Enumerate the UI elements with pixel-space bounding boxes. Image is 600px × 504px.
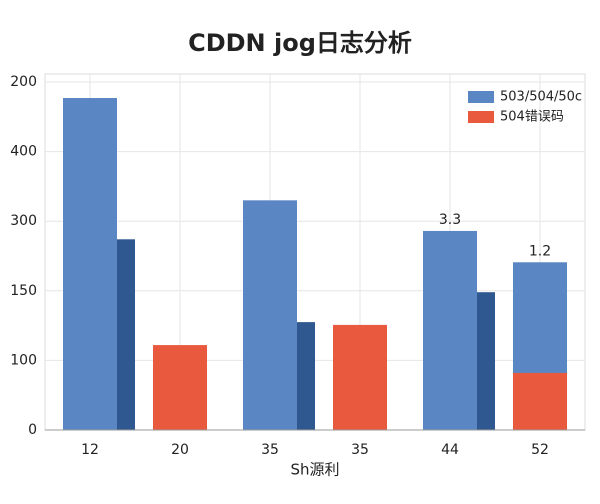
bar	[243, 200, 297, 430]
bar	[63, 98, 117, 431]
annotation: 1.2	[529, 243, 551, 259]
x-tick-label: 52	[531, 442, 549, 458]
annotation: 3.3	[439, 212, 461, 228]
bar	[153, 345, 207, 430]
x-tick-label: 35	[261, 442, 279, 458]
bar	[423, 230, 477, 430]
x-tick-label: 20	[171, 442, 189, 458]
x-tick-label: 44	[441, 442, 459, 458]
y-tick-label: 300	[10, 213, 37, 229]
y-tick-label: 400	[10, 144, 37, 160]
y-tick-label: 150	[10, 283, 37, 299]
y-tick-label: 100	[10, 352, 37, 368]
bar	[513, 372, 567, 430]
bar	[117, 239, 135, 430]
bar	[333, 324, 387, 430]
bar	[477, 292, 495, 430]
x-axis-label: Sh源利	[290, 461, 339, 479]
chart-title: CDDN jog日志分析	[188, 29, 412, 57]
y-tick-label: 200	[10, 74, 37, 90]
legend-swatch	[468, 91, 494, 103]
legend-label: 504错误码	[500, 110, 564, 125]
x-tick-label: 35	[351, 442, 369, 458]
x-tick-label: 12	[81, 442, 99, 458]
legend-label: 503/504/50c	[500, 90, 582, 105]
bar	[297, 322, 315, 430]
y-tick-label: 0	[28, 422, 37, 438]
legend-swatch	[468, 111, 494, 123]
